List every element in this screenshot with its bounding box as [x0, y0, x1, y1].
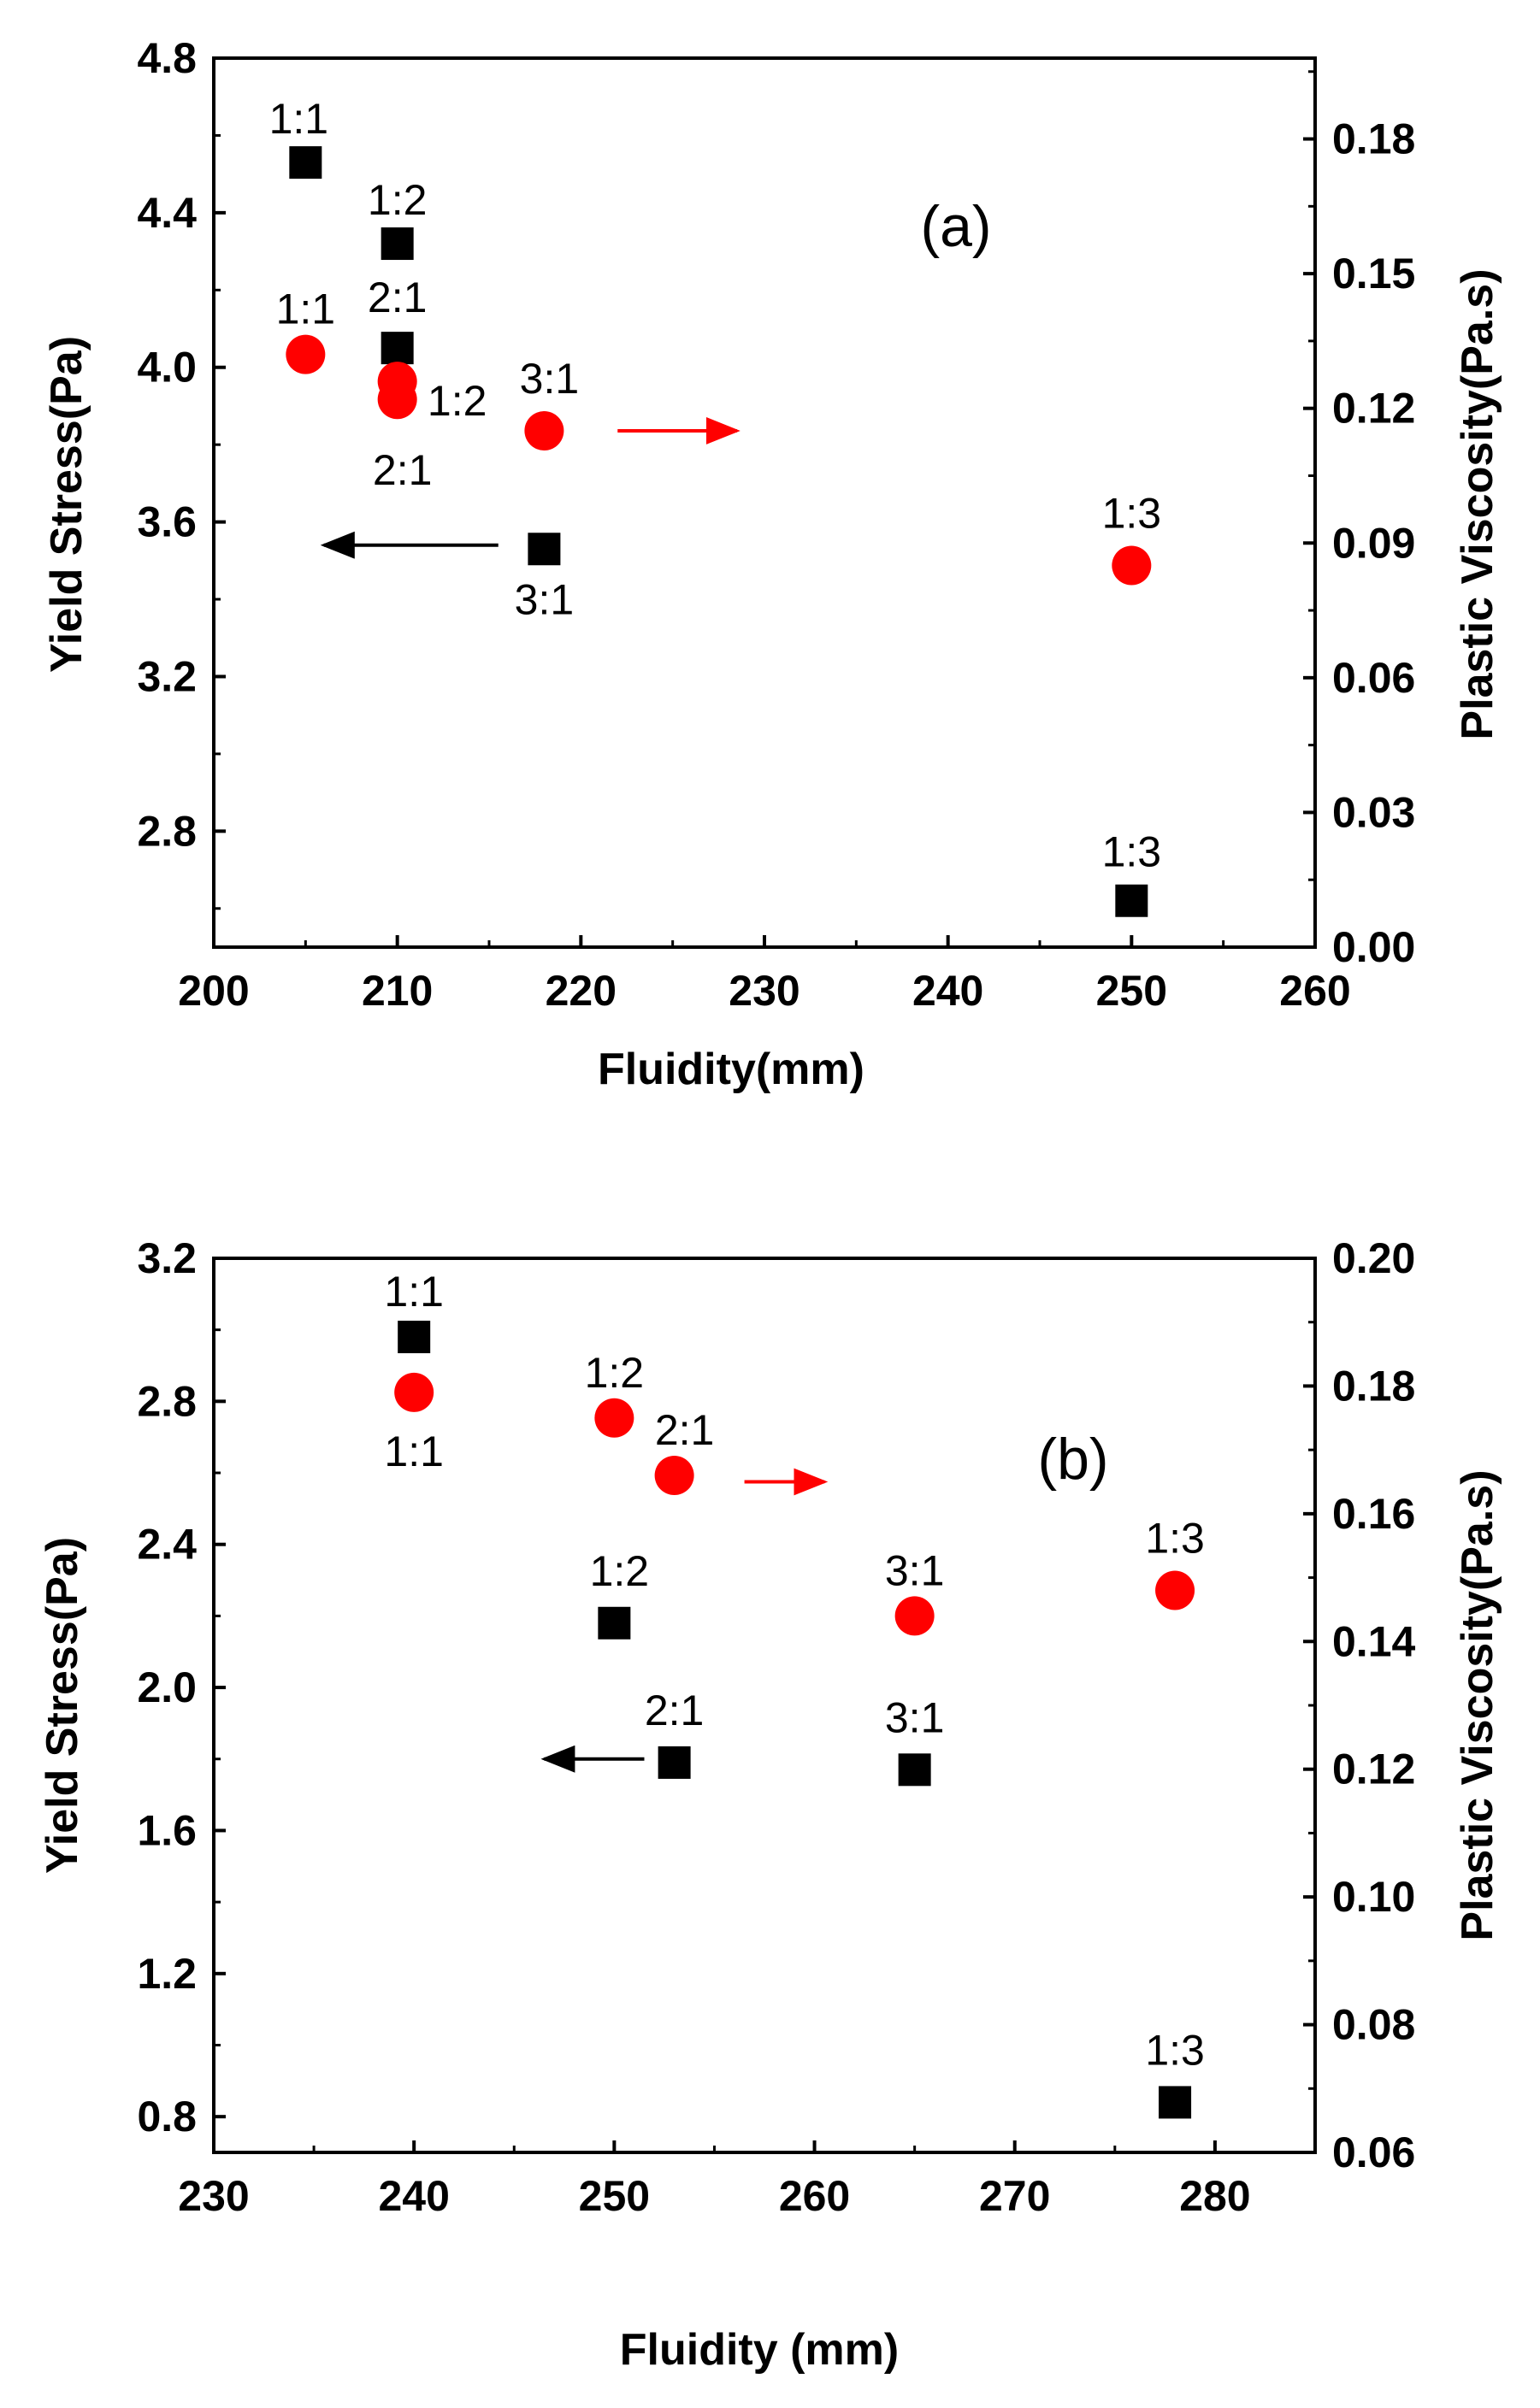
y2-tick-label: 0.20: [1332, 1234, 1415, 1282]
y2-tick-label: 0.10: [1332, 1873, 1415, 1921]
data-point-plastic-viscosity: [1155, 1570, 1195, 1610]
plot-frame: [212, 1257, 1317, 2154]
chart-b-svg: 230 240 250 260 270 280 0.8 1.2 1.6 2.0 2.4 2.8 3.2 0…: [38, 1234, 1502, 2375]
data-point-label: 2:1: [373, 446, 433, 494]
x-tick-label: 200: [178, 967, 249, 1015]
y-tick-label: 2.8: [137, 807, 197, 855]
y2-axis-title: Plastic Viscosity(Pa.s): [1453, 1469, 1502, 1940]
x-tick-label: 240: [378, 2172, 449, 2220]
data-point-label: 3:1: [885, 1693, 945, 1741]
y2-tick-label: 0.06: [1332, 2128, 1415, 2176]
data-point-label: 3:1: [885, 1546, 945, 1594]
y2-tick-label: 0.08: [1332, 2001, 1415, 2049]
x-tick-label: 250: [579, 2172, 650, 2220]
data-point-plastic-viscosity: [894, 1596, 935, 1636]
data-point-label: 1:1: [384, 1268, 444, 1316]
y-tick-label: 2.4: [137, 1521, 197, 1569]
y-axis-title: Yield Stress(Pa): [38, 1537, 87, 1874]
x-axis-title: Fluidity(mm): [598, 1045, 864, 1094]
data-point-label: 1:1: [269, 95, 329, 143]
data-point-yield-stress: [898, 1753, 931, 1787]
y2-tick-label: 0.00: [1332, 923, 1415, 971]
x-tick-label: 220: [546, 967, 617, 1015]
data-point-label: 2:1: [368, 274, 428, 321]
x-axis-title: Fluidity (mm): [620, 2325, 899, 2375]
y2-tick-label: 0.12: [1332, 1746, 1415, 1793]
data-point-yield-stress: [528, 533, 561, 566]
y2-tick-label: 0.16: [1332, 1490, 1415, 1538]
y2-tick-label: 0.09: [1332, 519, 1415, 567]
data-point-plastic-viscosity: [377, 380, 417, 420]
x-tick-label: 230: [729, 967, 800, 1015]
data-point-label: 1:2: [368, 176, 428, 224]
data-point-yield-stress: [658, 1746, 691, 1779]
data-point-plastic-viscosity: [654, 1456, 694, 1496]
data-point-yield-stress: [1115, 884, 1148, 917]
data-point-plastic-viscosity: [1112, 545, 1152, 586]
y-tick-label: 3.2: [137, 652, 197, 700]
data-point-label: 2:1: [655, 1406, 715, 1454]
data-point-label: 1:1: [276, 286, 336, 333]
data-point-label: 1:3: [1145, 1515, 1205, 1563]
data-point-label: 3:1: [520, 355, 580, 403]
data-point-label: 1:2: [585, 1349, 645, 1397]
y2-tick-label: 0.03: [1332, 788, 1415, 836]
data-point-label: 1:2: [428, 377, 487, 425]
data-point-plastic-viscosity: [394, 1372, 434, 1412]
y2-tick-label: 0.12: [1332, 385, 1415, 433]
data-point-plastic-viscosity: [594, 1398, 634, 1438]
data-point-label: 2:1: [645, 1687, 705, 1734]
y-tick-label: 3.6: [137, 498, 197, 546]
panel-label: (a): [920, 194, 991, 259]
chart-panel-a: 200 210 220 230 240 250 260 2.8 3.2 3.6 4.0 4.4 4.8 0…: [42, 34, 1502, 1094]
data-point-label: 1:3: [1145, 2026, 1205, 2074]
x-tick-label: 230: [178, 2172, 249, 2220]
y-tick-label: 4.0: [137, 344, 197, 392]
x-tick-label: 260: [779, 2172, 850, 2220]
x-tick-label: 280: [1179, 2172, 1250, 2220]
data-point-plastic-viscosity: [286, 334, 326, 374]
y-tick-label: 2.0: [137, 1663, 197, 1711]
y-tick-label: 1.2: [137, 1950, 197, 1998]
data-point-label: 1:2: [590, 1547, 650, 1595]
y-tick-label: 2.8: [137, 1377, 197, 1425]
y-tick-label: 1.6: [137, 1806, 197, 1854]
y-tick-label: 4.4: [137, 189, 197, 237]
y-tick-label: 0.8: [137, 2093, 197, 2140]
y-tick-label: 4.8: [137, 34, 197, 82]
x-tick-label: 240: [912, 967, 983, 1015]
data-point-yield-stress: [381, 227, 414, 261]
data-point-label: 1:3: [1102, 490, 1162, 538]
data-point-label: 1:1: [384, 1428, 444, 1475]
data-point-yield-stress: [289, 146, 322, 180]
data-point-yield-stress: [398, 1321, 431, 1354]
y2-tick-label: 0.18: [1332, 115, 1415, 163]
x-tick-label: 260: [1279, 967, 1350, 1015]
panel-label: (b): [1037, 1427, 1108, 1492]
data-point-label: 1:3: [1102, 828, 1162, 876]
data-point-yield-stress: [1159, 2086, 1192, 2119]
y-tick-label: 3.2: [137, 1234, 197, 1282]
chart-a-svg: 200 210 220 230 240 250 260 2.8 3.2 3.6 4.0 4.4 4.8 0…: [42, 34, 1502, 1094]
chart-panel-b: 230 240 250 260 270 280 0.8 1.2 1.6 2.0 2.4 2.8 3.2 0…: [0, 1204, 1540, 2407]
data-point-yield-stress: [598, 1606, 631, 1640]
x-tick-label: 250: [1096, 967, 1167, 1015]
data-point-yield-stress: [381, 332, 414, 365]
y2-tick-label: 0.18: [1332, 1362, 1415, 1410]
x-tick-label: 210: [362, 967, 433, 1015]
y2-tick-label: 0.14: [1332, 1617, 1416, 1665]
y2-axis-title: Plastic Viscosity(Pa.s): [1453, 268, 1502, 739]
y2-tick-label: 0.15: [1332, 250, 1415, 297]
data-point-label: 3:1: [515, 575, 575, 623]
y-axis-title: Yield Stress(Pa): [42, 336, 91, 673]
x-tick-label: 270: [979, 2172, 1050, 2220]
y2-tick-label: 0.06: [1332, 654, 1415, 702]
data-point-plastic-viscosity: [524, 410, 564, 450]
